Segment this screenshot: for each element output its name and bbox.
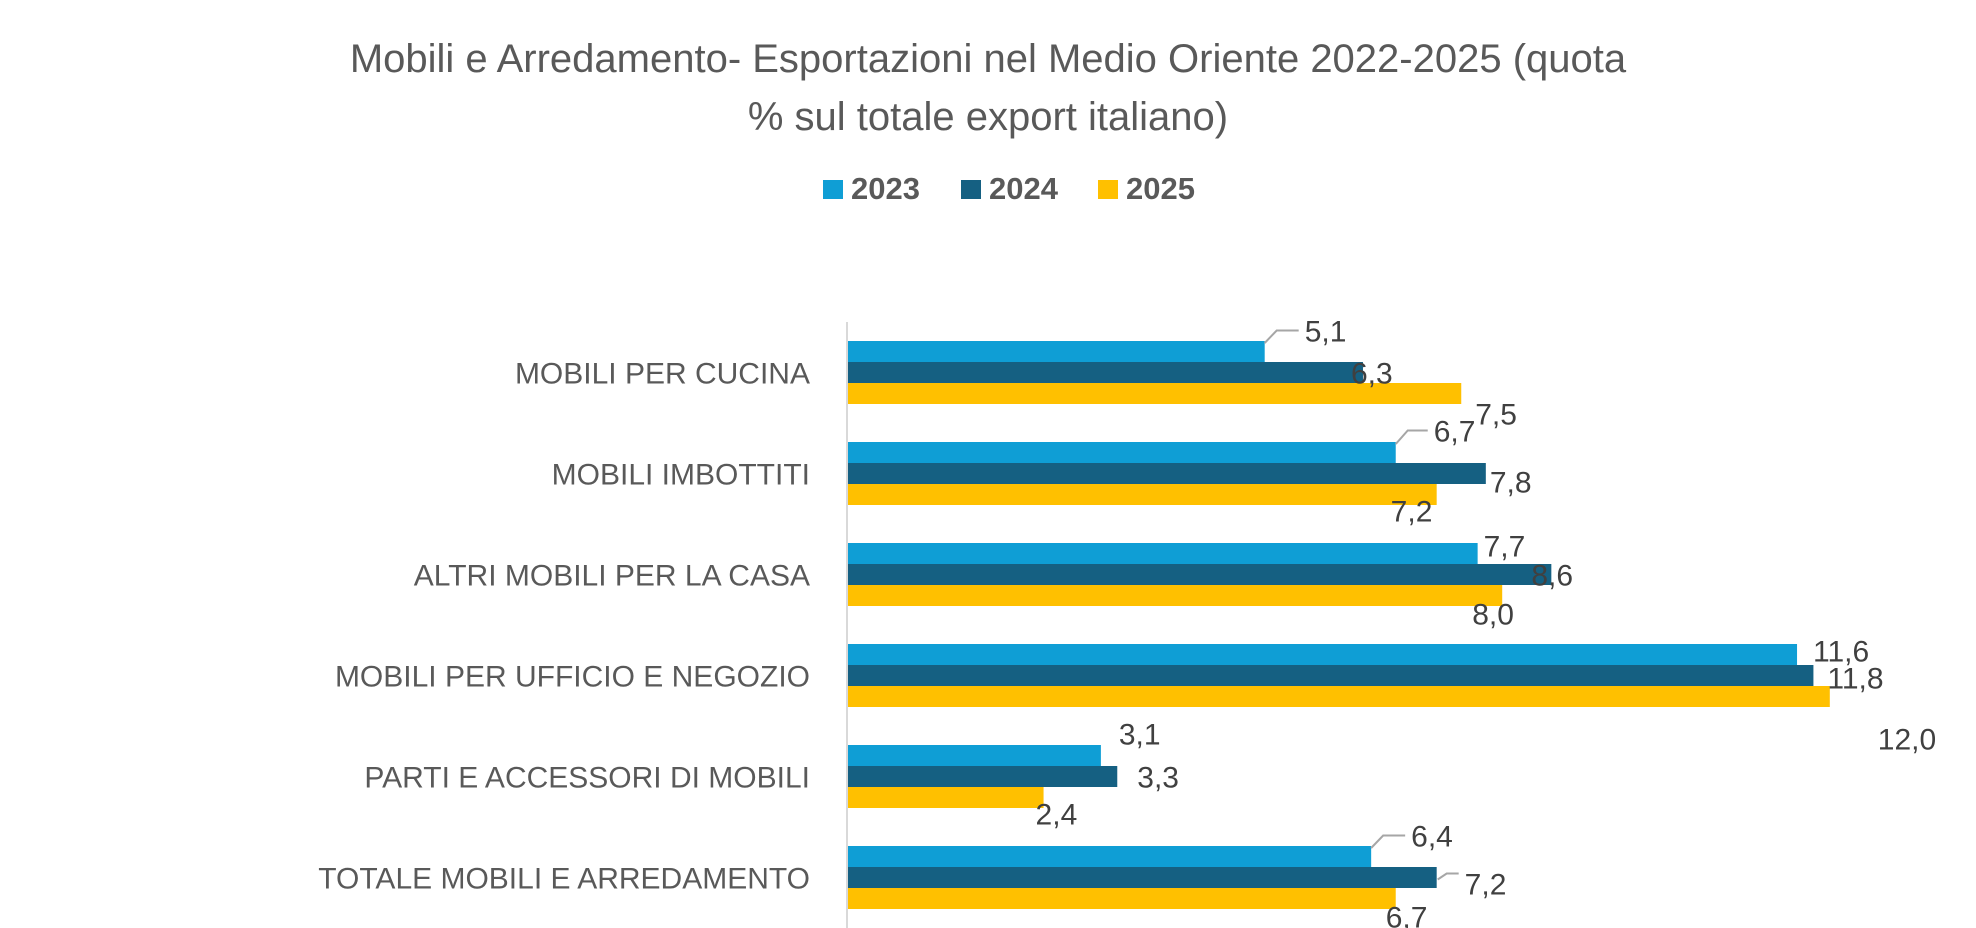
bar-2023-mobili-per-cucina <box>847 341 1265 362</box>
bar-2023-mobili-imbottiti <box>847 442 1396 463</box>
legend-label-2025: 2025 <box>1126 171 1195 206</box>
leader-lines <box>1263 329 1459 881</box>
leader-line-2024-totale-mobili-e-arredamento <box>1437 872 1459 881</box>
data-label-2023-totale-mobili-e-arredamento: 6,4 <box>1411 821 1453 854</box>
data-label-2024-totale-mobili-e-arredamento: 7,2 <box>1465 869 1507 902</box>
category-label-altri-mobili-per-la-casa: ALTRI MOBILI PER LA CASA <box>414 560 810 593</box>
bar-2025-parti-e-accessori-di-mobili <box>847 787 1044 808</box>
bar-2025-mobili-imbottiti <box>847 484 1437 505</box>
data-label-2023-mobili-per-ufficio-e-negozio: 11,6 <box>1813 636 1869 669</box>
data-label-2024-altri-mobili-per-la-casa: 8,6 <box>1531 560 1573 593</box>
bar-2023-mobili-per-ufficio-e-negozio <box>847 644 1798 665</box>
data-label-2023-mobili-imbottiti: 6,7 <box>1434 416 1476 449</box>
category-label-totale-mobili-e-arredamento: TOTALE MOBILI E ARREDAMENTO <box>318 863 810 896</box>
data-labels: 5,16,37,56,77,87,27,78,68,011,611,812,03… <box>1036 316 1937 928</box>
bar-2024-mobili-per-ufficio-e-negozio <box>847 665 1814 686</box>
legend-label-2024: 2024 <box>989 171 1059 206</box>
leader-line-2023-mobili-imbottiti <box>1394 429 1428 445</box>
legend-swatch-2025 <box>1098 180 1118 199</box>
category-labels: MOBILI PER CUCINA MOBILI IMBOTTITI ALTRI M… <box>318 358 810 896</box>
bar-2023-parti-e-accessori-di-mobili <box>847 745 1101 766</box>
bars <box>847 341 1830 909</box>
data-label-2024-mobili-imbottiti: 7,8 <box>1490 467 1532 500</box>
chart-title-line-2: % sul totale export italiano) <box>748 95 1228 139</box>
data-label-2025-mobili-per-ufficio-e-negozio: 12,0 <box>1878 724 1936 757</box>
bar-2023-totale-mobili-e-arredamento <box>847 846 1372 867</box>
leader-line-2023-totale-mobili-e-arredamento <box>1370 834 1406 849</box>
bar-2025-mobili-per-cucina <box>847 383 1462 404</box>
data-label-2024-mobili-per-ufficio-e-negozio: 11,8 <box>1827 663 1883 696</box>
bar-2023-altri-mobili-per-la-casa <box>847 543 1478 564</box>
bar-2024-mobili-imbottiti <box>847 463 1486 484</box>
bar-2025-altri-mobili-per-la-casa <box>847 585 1503 606</box>
data-label-2025-altri-mobili-per-la-casa: 8,0 <box>1472 599 1514 632</box>
category-label-mobili-per-cucina: MOBILI PER CUCINA <box>515 358 810 391</box>
category-label-parti-e-accessori-di-mobili: PARTI E ACCESSORI DI MOBILI <box>364 762 810 795</box>
data-label-2023-parti-e-accessori-di-mobili: 3,1 <box>1119 719 1161 752</box>
bar-2025-totale-mobili-e-arredamento <box>847 888 1396 909</box>
data-label-2023-altri-mobili-per-la-casa: 7,7 <box>1484 531 1526 564</box>
legend: 2023 2024 2025 <box>823 171 1195 206</box>
data-label-2025-totale-mobili-e-arredamento: 6,7 <box>1386 902 1428 928</box>
legend-swatch-2023 <box>823 180 843 199</box>
data-label-2024-parti-e-accessori-di-mobili: 3,3 <box>1137 762 1179 795</box>
bar-2024-totale-mobili-e-arredamento <box>847 867 1437 888</box>
chart-title: Mobili e Arredamento- Esportazioni nel M… <box>350 37 1627 139</box>
bar-2024-mobili-per-cucina <box>847 362 1363 383</box>
legend-label-2023: 2023 <box>851 171 920 206</box>
data-label-2025-mobili-imbottiti: 7,2 <box>1391 496 1433 529</box>
category-label-mobili-imbottiti: MOBILI IMBOTTITI <box>552 459 810 492</box>
data-label-2023-mobili-per-cucina: 5,1 <box>1305 316 1347 349</box>
data-label-2025-mobili-per-cucina: 7,5 <box>1475 399 1517 432</box>
data-label-2024-mobili-per-cucina: 6,3 <box>1351 358 1393 391</box>
legend-swatch-2024 <box>961 180 981 199</box>
category-label-mobili-per-ufficio-e-negozio: MOBILI PER UFFICIO E NEGOZIO <box>335 661 810 694</box>
data-label-2025-parti-e-accessori-di-mobili: 2,4 <box>1036 799 1078 832</box>
bar-2024-altri-mobili-per-la-casa <box>847 564 1552 585</box>
bar-2025-mobili-per-ufficio-e-negozio <box>847 686 1830 707</box>
chart-title-line-1: Mobili e Arredamento- Esportazioni nel M… <box>350 37 1627 81</box>
leader-line-2023-mobili-per-cucina <box>1263 329 1299 344</box>
bar-2024-parti-e-accessori-di-mobili <box>847 766 1118 787</box>
